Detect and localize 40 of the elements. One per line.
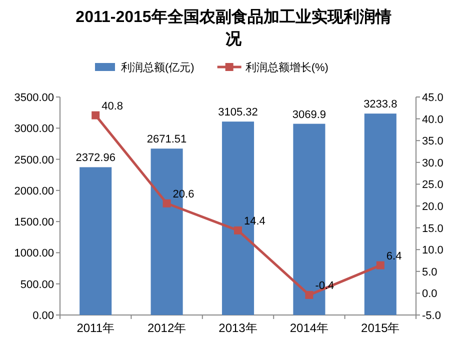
y-tick-label: 2500.00 — [14, 154, 54, 166]
bar — [80, 167, 112, 315]
y2-tick-label: 20.0 — [422, 201, 444, 213]
point — [162, 199, 171, 208]
data-label: 2372.96 — [76, 152, 116, 164]
chart-title: 2011-2015年全国农副食品加工业实现利润情况 — [76, 8, 392, 48]
data-label: 3233.8 — [364, 98, 398, 111]
data-label: 2671.51 — [146, 134, 187, 146]
y2-tick-label: 5.0 — [422, 266, 438, 278]
y-tick-label: 500.00 — [20, 278, 54, 291]
y2-tick-label: 25.0 — [422, 179, 444, 192]
x-tick-label: 2014年 — [290, 321, 329, 335]
legend-label: 利润总额增长(%) — [245, 61, 328, 74]
y2-tick-label: 35.0 — [422, 136, 444, 148]
point — [234, 226, 242, 234]
data-label: 40.8 — [102, 100, 124, 112]
point — [92, 111, 100, 120]
y-tick-label: 1500.00 — [14, 216, 54, 229]
y-tick-label: 0.00 — [32, 310, 54, 322]
point — [305, 290, 314, 299]
y2-tick-label: 15.0 — [422, 222, 444, 235]
point — [376, 261, 384, 270]
x-tick-label: 2015年 — [361, 321, 400, 335]
data-label: -0.4 — [315, 280, 334, 292]
y-tick-label: 3000.00 — [14, 123, 54, 136]
x-tick-label: 2011年 — [76, 321, 115, 335]
y2-tick-label: -5.0 — [422, 310, 441, 322]
y2-tick-label: 10.0 — [422, 244, 444, 257]
y2-tick-label: 40.0 — [422, 114, 444, 126]
data-label: 3105.32 — [218, 106, 258, 119]
x-tick-label: 2012年 — [147, 321, 186, 335]
y-tick-label: 1000.00 — [14, 248, 54, 260]
legend-label: 利润总额(亿元) — [121, 61, 194, 74]
data-label: 3069.9 — [292, 108, 326, 121]
x-tick-label: 2013年 — [218, 321, 258, 335]
y-tick-label: 2000.00 — [14, 185, 54, 198]
y-tick-label: 3500.00 — [14, 92, 54, 104]
y2-tick-label: 45.0 — [422, 92, 444, 104]
y2-tick-label: 30.0 — [422, 157, 444, 170]
y2-tick-label: 0.0 — [422, 288, 438, 300]
